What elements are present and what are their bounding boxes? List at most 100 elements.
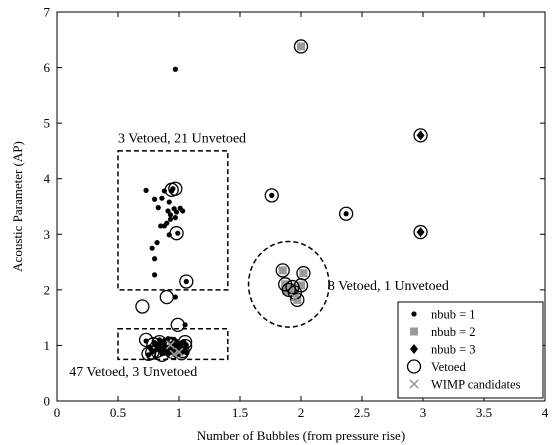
- wimp-cross: [290, 293, 300, 303]
- point-nbub1: [343, 211, 349, 217]
- point-nbub1: [172, 66, 178, 72]
- vetoed-ring: [168, 181, 183, 196]
- point-nbub2: [278, 266, 287, 275]
- x-axis-label: Number of Bubbles (from pressure rise): [197, 428, 405, 443]
- x-tick-label: 1: [176, 405, 183, 420]
- vetoed-ring: [413, 224, 428, 240]
- vetoed-ring: [179, 274, 194, 289]
- point-nbub1: [180, 208, 186, 214]
- x-tick-label: 2.5: [354, 405, 370, 420]
- y-tick-label: 2: [44, 282, 51, 297]
- point-nbub1: [159, 195, 165, 201]
- point-nbub1: [158, 223, 164, 229]
- vetoed-ring: [290, 292, 305, 308]
- vetoed-ring: [293, 39, 309, 54]
- point-nbub1: [152, 272, 158, 278]
- legend-label: nbub = 1: [431, 308, 476, 322]
- point-nbub1: [175, 230, 181, 236]
- vetoed-ring: [169, 226, 184, 241]
- legend-marker: [411, 311, 417, 317]
- x-tick-label: 4: [542, 405, 549, 420]
- legend: nbub = 1 nbub = 2 nbub = 3 Vetoed WIMP candi…: [397, 301, 544, 399]
- legend-label: WIMP candidates: [431, 378, 521, 392]
- x-tick-label: 2: [298, 405, 305, 420]
- y-axis: 0 1 2 3 4 5 6 7: [44, 5, 545, 409]
- point-nbub1: [154, 240, 160, 246]
- vetoed-ring: [175, 343, 190, 359]
- point-nbub1: [166, 199, 172, 205]
- point-nbub1: [269, 192, 275, 198]
- point-nbub1: [183, 278, 189, 285]
- vetoed-ring: [338, 206, 354, 221]
- data-points: [135, 39, 428, 363]
- x-axis: 0 0.5 1 1.5 2 2.5 3 3.5 4: [54, 12, 549, 420]
- point-nbub1: [149, 245, 155, 251]
- vetoed-ring: [159, 289, 174, 305]
- vetoed-ring: [275, 263, 290, 278]
- x-tick-label: 0.5: [110, 405, 126, 420]
- annotation-label: 3 Vetoed, 21 Unvetoed: [118, 132, 246, 147]
- legend-label: Vetoed: [431, 360, 466, 374]
- vetoed-ring: [138, 332, 154, 348]
- y-tick-label: 1: [44, 338, 51, 353]
- y-tick-label: 6: [44, 60, 51, 75]
- vetoed-ring: [146, 337, 161, 352]
- legend-marker: [410, 344, 418, 354]
- vetoed-ring: [145, 345, 160, 360]
- wimp-cross: [169, 349, 179, 359]
- x-tick-label: 3.5: [476, 405, 492, 420]
- y-tick-label: 0: [44, 394, 51, 409]
- point-nbub2: [299, 269, 308, 278]
- point-nbub1: [165, 208, 171, 214]
- legend-label: nbub = 3: [431, 343, 476, 357]
- point-nbub1: [173, 209, 180, 215]
- annotation-label: 8 Vetoed, 1 Unvetoed: [328, 279, 449, 294]
- wimp-cross: [174, 347, 184, 357]
- region-box: [117, 328, 229, 361]
- point-nbub1: [167, 216, 174, 222]
- selection-regions: [117, 150, 330, 361]
- point-nbub1: [182, 322, 188, 328]
- wimp-cross: [165, 340, 176, 350]
- vetoed-ring: [162, 337, 177, 353]
- point-nbub1: [155, 205, 161, 211]
- y-tick-label: 5: [44, 116, 51, 131]
- vetoed-ring: [152, 334, 167, 350]
- point-nbub2: [297, 281, 305, 290]
- vetoed-ring: [293, 278, 309, 293]
- point-nbub2: [297, 42, 305, 51]
- legend-marker: [406, 359, 422, 374]
- y-tick-label: 4: [44, 171, 51, 186]
- x-tick-label: 3: [420, 405, 427, 420]
- y-tick-label: 3: [44, 227, 51, 242]
- y-axis-label: Acoustic Parameter (AP): [10, 141, 25, 272]
- annotations: 3 Vetoed, 21 Unvetoed 8 Vetoed, 1 Unvetoe…: [69, 132, 449, 380]
- point-nbub1: [172, 215, 178, 221]
- point-nbub1: [170, 186, 176, 192]
- region-box: [117, 150, 229, 291]
- point-nbub3: [416, 130, 425, 141]
- vetoed-ring: [170, 317, 185, 333]
- vetoed-ring: [264, 188, 279, 203]
- vetoed-ring: [285, 279, 300, 295]
- region-ellipse: [247, 240, 330, 328]
- point-nbub1: [152, 256, 158, 262]
- point-nbub1: [167, 212, 174, 218]
- y-tick-label: 7: [44, 5, 51, 20]
- legend-label: nbub = 2: [431, 325, 476, 339]
- legend-marker: [409, 379, 419, 389]
- legend-box: [397, 301, 544, 399]
- point-nbub1: [164, 220, 170, 226]
- x-tick-label: 0: [54, 405, 61, 420]
- vetoed-ring: [277, 277, 293, 292]
- point-nbub1: [172, 294, 178, 300]
- legend-marker: [410, 327, 418, 336]
- point-nbub3: [416, 227, 425, 238]
- vetoed-ring: [135, 299, 150, 314]
- vetoed-ring: [413, 128, 428, 143]
- x-tick-label: 1.5: [232, 405, 248, 420]
- point-nbub1: [152, 196, 158, 202]
- annotation-label: 47 Vetoed, 3 Unvetoed: [69, 365, 197, 380]
- point-nbub1: [143, 187, 149, 193]
